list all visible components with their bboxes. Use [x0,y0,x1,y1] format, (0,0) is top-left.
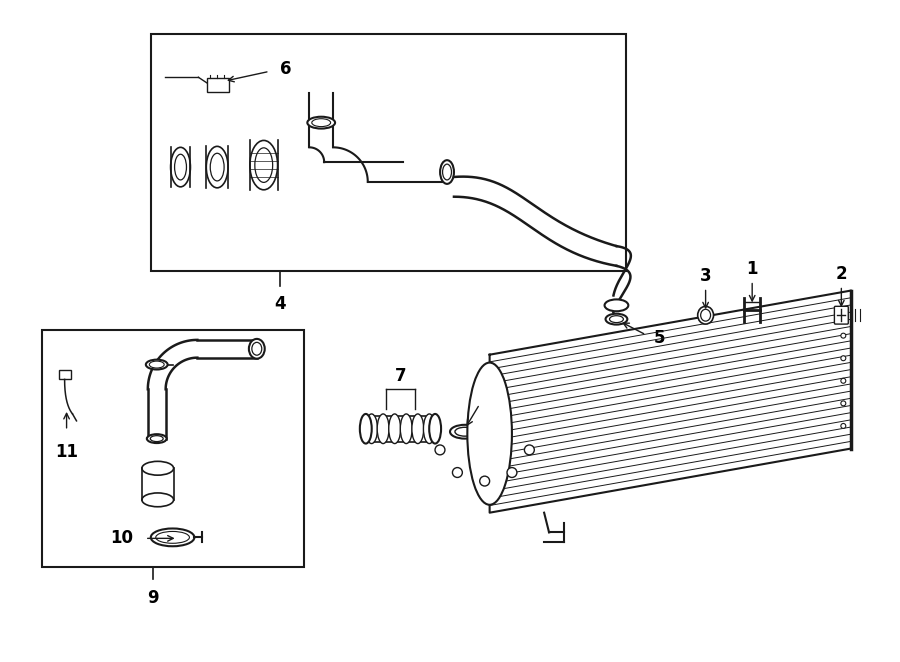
Ellipse shape [443,164,452,180]
Text: 2: 2 [835,265,847,283]
Ellipse shape [146,359,167,369]
FancyBboxPatch shape [207,78,230,92]
Circle shape [841,355,846,361]
Text: 11: 11 [55,443,78,461]
Ellipse shape [698,307,714,324]
Ellipse shape [175,154,186,180]
Ellipse shape [255,148,273,183]
Ellipse shape [440,160,454,184]
Text: 5: 5 [654,329,666,347]
Ellipse shape [151,528,194,546]
Text: 3: 3 [700,267,711,285]
Ellipse shape [467,363,512,505]
Ellipse shape [400,414,412,444]
Text: 10: 10 [110,530,133,547]
Text: 9: 9 [147,589,158,606]
Ellipse shape [365,414,377,444]
Bar [151,34,626,271]
Ellipse shape [429,414,441,444]
Ellipse shape [211,154,224,181]
Circle shape [841,401,846,406]
FancyBboxPatch shape [58,369,70,379]
Text: 1: 1 [746,260,758,278]
Circle shape [507,467,517,477]
Circle shape [435,445,445,455]
Ellipse shape [605,299,628,311]
Ellipse shape [142,461,174,475]
Text: 7: 7 [395,367,406,385]
Circle shape [841,333,846,338]
Ellipse shape [609,316,624,322]
Ellipse shape [142,493,174,506]
Ellipse shape [412,414,424,444]
Bar [41,330,304,567]
Ellipse shape [252,342,262,355]
Ellipse shape [171,148,191,187]
Ellipse shape [450,425,480,439]
Ellipse shape [377,414,389,444]
Circle shape [841,424,846,428]
FancyBboxPatch shape [834,307,849,324]
Ellipse shape [423,414,436,444]
Ellipse shape [206,146,228,188]
Text: 6: 6 [280,60,291,78]
Ellipse shape [307,117,335,128]
Ellipse shape [360,414,372,444]
Circle shape [480,476,490,486]
Ellipse shape [606,314,627,324]
Text: 4: 4 [274,295,285,313]
Ellipse shape [149,361,164,368]
Circle shape [453,467,463,477]
Ellipse shape [389,414,400,444]
Text: 8: 8 [485,390,496,408]
Ellipse shape [249,339,265,359]
Circle shape [841,310,846,316]
Circle shape [841,378,846,383]
Ellipse shape [455,427,475,436]
Ellipse shape [311,118,330,126]
Circle shape [525,445,535,455]
Ellipse shape [147,434,166,443]
Ellipse shape [701,309,711,321]
Ellipse shape [150,436,163,442]
Ellipse shape [250,140,277,190]
Ellipse shape [156,532,189,544]
